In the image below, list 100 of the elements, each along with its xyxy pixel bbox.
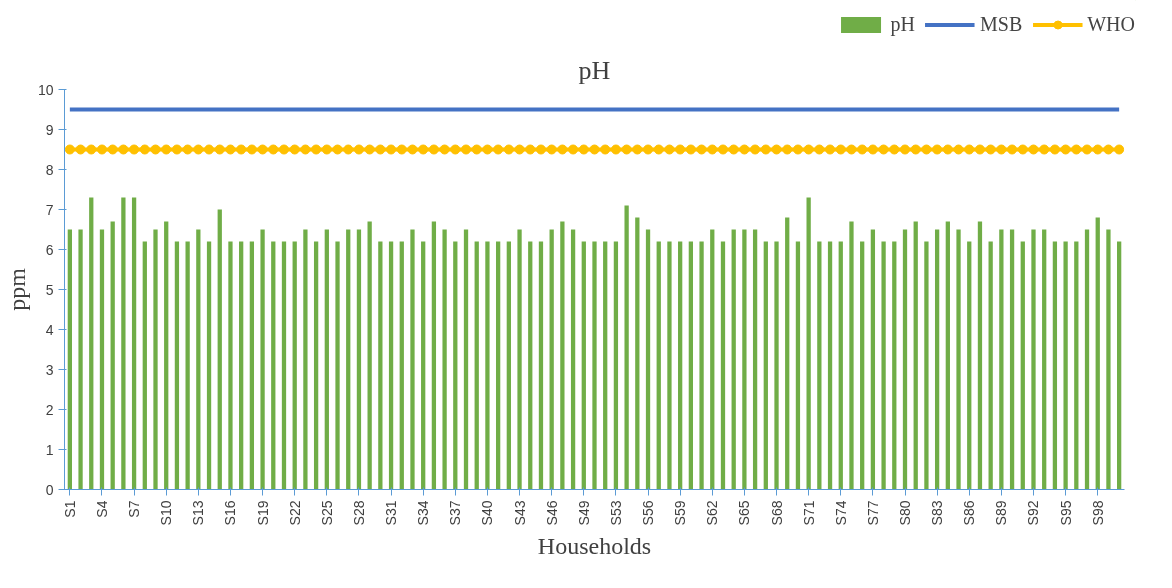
bar	[495, 241, 501, 490]
bar	[956, 229, 961, 490]
x-tick-label: S31	[383, 500, 400, 526]
bar	[678, 241, 683, 490]
bar	[924, 241, 929, 490]
y-tick-label: 1	[45, 441, 54, 458]
x-tick-label: S34	[415, 500, 432, 526]
bar	[67, 229, 72, 490]
bar	[988, 241, 993, 490]
bar	[260, 229, 265, 490]
bar	[99, 229, 105, 490]
x-tick-label: S68	[768, 500, 785, 526]
bar	[699, 241, 704, 490]
x-tick-label: S71	[800, 500, 817, 526]
bar	[206, 241, 212, 490]
bar	[153, 229, 158, 490]
bar	[1074, 241, 1079, 490]
legend-label: WHO	[1087, 12, 1135, 36]
bar	[249, 241, 255, 490]
bar	[324, 229, 329, 490]
x-tick-label: S13	[190, 500, 207, 526]
x-tick-label: S49	[575, 500, 592, 526]
legend-label: pH	[890, 12, 915, 36]
bar	[131, 197, 137, 490]
bar	[838, 241, 843, 490]
bar	[228, 241, 233, 490]
bar	[913, 221, 918, 490]
bar	[121, 197, 126, 490]
bar	[902, 229, 908, 490]
bar	[453, 241, 458, 490]
legend-label: MSB	[979, 12, 1023, 36]
y-tick-label: 6	[45, 241, 54, 258]
bar	[827, 241, 833, 490]
bar	[763, 241, 768, 490]
bar	[196, 229, 201, 490]
y-tick-label: 2	[45, 401, 54, 418]
bar	[795, 241, 801, 490]
x-tick-label: S25	[318, 500, 335, 526]
bar	[485, 241, 490, 490]
x-tick-label: S65	[736, 500, 753, 526]
bar	[774, 241, 779, 490]
bar	[592, 241, 597, 490]
bar	[560, 221, 565, 490]
bar	[817, 241, 822, 490]
bar	[356, 229, 362, 490]
chart-title: pH	[578, 55, 611, 85]
bar	[164, 221, 169, 490]
bar	[303, 229, 308, 490]
bar	[870, 229, 876, 490]
y-tick-label: 4	[45, 321, 54, 338]
x-tick-label: S22	[286, 500, 303, 526]
bar	[603, 241, 608, 490]
bar	[185, 241, 190, 490]
bar	[860, 241, 865, 490]
bar	[934, 229, 940, 490]
bar	[1106, 229, 1111, 490]
bar	[174, 241, 180, 490]
bar	[785, 217, 790, 490]
bar	[977, 221, 983, 490]
bar	[89, 197, 94, 490]
x-tick-label: S4	[93, 500, 110, 518]
bar	[549, 229, 554, 490]
bar	[313, 241, 319, 490]
x-tick-label: S43	[511, 500, 528, 526]
bar	[292, 241, 297, 490]
bar	[581, 241, 586, 490]
x-tick-label: S80	[897, 500, 914, 526]
bar	[881, 241, 886, 490]
y-tick-label: 5	[45, 281, 54, 298]
y-tick-label: 3	[45, 361, 54, 378]
x-tick-label: S92	[1025, 500, 1042, 526]
x-tick-label: S77	[864, 500, 881, 526]
x-tick-label: S19	[254, 500, 271, 526]
bar	[281, 241, 287, 490]
x-tick-label: S7	[126, 500, 143, 518]
bar	[463, 229, 469, 490]
bar	[442, 229, 447, 490]
x-tick-label: S46	[543, 500, 560, 526]
bar	[217, 209, 222, 490]
bar	[624, 205, 629, 490]
bar	[1009, 229, 1015, 490]
x-tick-label: S56	[640, 500, 657, 526]
bar	[667, 241, 672, 490]
bar	[635, 217, 640, 490]
bar	[613, 241, 619, 490]
y-tick-label: 8	[45, 161, 54, 178]
bar	[1020, 241, 1025, 490]
bar	[1063, 241, 1068, 490]
bar	[78, 229, 83, 490]
bar	[421, 241, 426, 490]
bar	[849, 221, 854, 490]
bar	[538, 241, 544, 490]
bar	[517, 229, 522, 490]
bar	[142, 241, 147, 490]
bar	[410, 229, 415, 490]
bar	[645, 229, 651, 490]
bar	[335, 241, 340, 490]
bar	[720, 241, 726, 490]
y-tick-label: 0	[45, 481, 54, 498]
x-tick-label: S74	[832, 500, 849, 526]
